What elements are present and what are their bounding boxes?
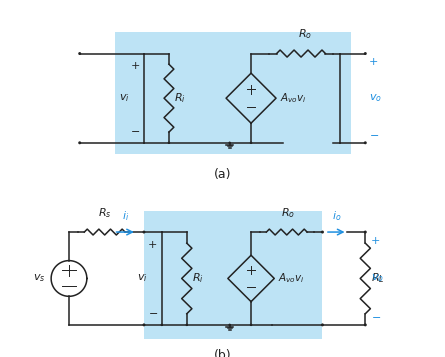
Text: $v_i$: $v_i$ (119, 92, 129, 104)
Text: $v_o$: $v_o$ (371, 272, 384, 285)
Circle shape (229, 324, 230, 326)
Text: $R_L$: $R_L$ (371, 272, 384, 285)
Bar (144, 211, 323, 339)
Text: $R_o$: $R_o$ (282, 206, 295, 220)
Text: +: + (148, 240, 158, 250)
Text: $-$: $-$ (369, 129, 379, 139)
Text: $-$: $-$ (371, 311, 381, 321)
Text: $-$: $-$ (130, 125, 140, 135)
Circle shape (161, 324, 162, 326)
Text: $v_i$: $v_i$ (137, 272, 148, 285)
Text: +: + (369, 57, 378, 67)
Text: $R_i$: $R_i$ (174, 91, 186, 105)
Circle shape (229, 142, 230, 144)
Text: (b): (b) (214, 349, 231, 357)
Text: +: + (130, 61, 140, 71)
Text: $A_{vo}v_i$: $A_{vo}v_i$ (280, 91, 307, 105)
Text: +: + (371, 236, 380, 246)
Text: $R_o$: $R_o$ (298, 27, 312, 41)
Text: $v_s$: $v_s$ (33, 272, 46, 285)
Text: $R_i$: $R_i$ (192, 272, 204, 285)
Text: $R_s$: $R_s$ (98, 206, 112, 220)
Text: $-$: $-$ (148, 307, 158, 317)
Bar (115, 32, 351, 154)
Text: $A_{vo}v_i$: $A_{vo}v_i$ (278, 272, 305, 285)
Circle shape (186, 324, 187, 326)
Text: $v_o$: $v_o$ (369, 92, 382, 104)
Circle shape (168, 142, 170, 144)
Text: $i_i$: $i_i$ (122, 209, 129, 223)
Text: $i_o$: $i_o$ (332, 209, 341, 223)
Text: (a): (a) (214, 169, 231, 181)
